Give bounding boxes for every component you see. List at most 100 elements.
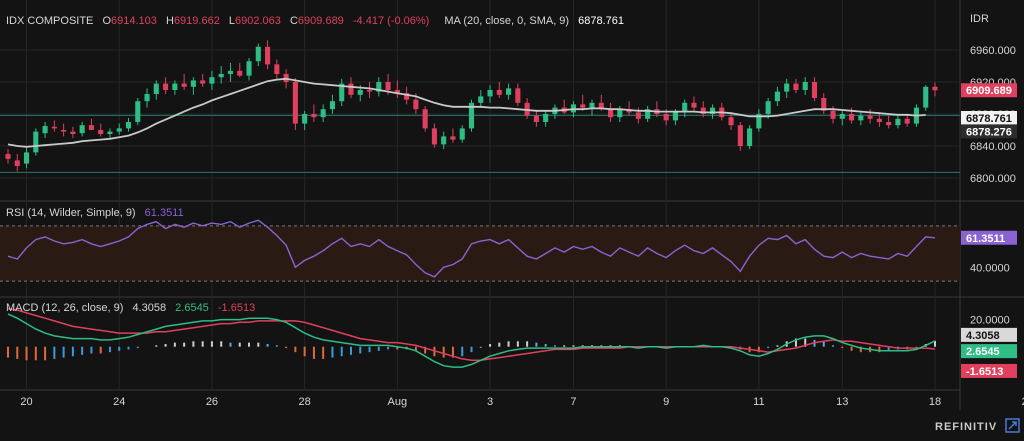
candle bbox=[422, 106, 428, 132]
candle bbox=[441, 131, 447, 150]
x-tick-label: 22 bbox=[1022, 396, 1024, 408]
candle-body bbox=[70, 131, 76, 134]
candle bbox=[394, 80, 400, 98]
candle-body bbox=[608, 109, 614, 118]
candle-body bbox=[172, 83, 178, 90]
macd-line bbox=[7, 313, 936, 368]
macd-legend: MACD (12, 26, close, 9) 4.3058 2.6545 -1… bbox=[6, 302, 255, 314]
candle-body bbox=[107, 131, 113, 134]
candle bbox=[468, 99, 475, 132]
candle-body bbox=[737, 125, 743, 146]
candle-body bbox=[617, 109, 623, 118]
candle-body bbox=[190, 80, 196, 87]
candle bbox=[339, 78, 345, 106]
horizontal-lines bbox=[0, 114, 960, 173]
rsi-value-badge-bg bbox=[961, 230, 1017, 245]
candle bbox=[255, 43, 261, 66]
candle-body bbox=[895, 118, 901, 126]
macd-signal-badge-bg bbox=[961, 363, 1017, 378]
candle-body bbox=[849, 114, 855, 121]
candle-body bbox=[135, 101, 141, 122]
macd-lines-group bbox=[7, 307, 936, 368]
candle bbox=[98, 123, 104, 137]
low-value: 6902.063 bbox=[235, 15, 281, 27]
ma-line-group bbox=[7, 77, 926, 148]
x-tick-label: 9 bbox=[663, 396, 669, 408]
candle-body bbox=[246, 61, 252, 76]
macd-hist-badge-text: 4.3058 bbox=[966, 330, 1000, 342]
change-value: -4.417 (-0.06%) bbox=[353, 15, 429, 27]
candle bbox=[487, 85, 493, 103]
candle bbox=[932, 82, 938, 97]
candle bbox=[923, 85, 929, 111]
open-letter: O bbox=[102, 15, 111, 27]
candle-body bbox=[404, 93, 410, 100]
macd-histogram bbox=[7, 338, 936, 361]
candle-body bbox=[700, 107, 706, 114]
candle-body bbox=[209, 77, 215, 84]
candle-body bbox=[88, 125, 94, 130]
rsi-legend: RSI (14, Wilder, Simple, 9) 61.3511 bbox=[6, 207, 184, 219]
candle-body bbox=[376, 82, 382, 92]
candle bbox=[61, 123, 67, 137]
candle-body bbox=[784, 83, 790, 92]
candle-body bbox=[14, 160, 20, 166]
candle bbox=[747, 125, 753, 150]
candle bbox=[895, 115, 901, 129]
candle-body bbox=[830, 110, 836, 119]
candle-body bbox=[320, 109, 326, 118]
candle bbox=[756, 109, 762, 132]
macd-hist-badge-bg bbox=[961, 327, 1017, 342]
ma-line bbox=[7, 77, 926, 148]
candle-body bbox=[867, 115, 873, 119]
candle bbox=[858, 110, 864, 126]
candle bbox=[515, 83, 521, 106]
candle bbox=[793, 78, 799, 94]
candle bbox=[543, 110, 549, 127]
candle bbox=[329, 94, 335, 114]
candle bbox=[561, 99, 567, 114]
candle-body bbox=[144, 94, 150, 102]
candle bbox=[135, 98, 141, 126]
candle bbox=[496, 82, 502, 98]
candle bbox=[886, 115, 892, 129]
candle-body bbox=[876, 118, 882, 122]
candle bbox=[376, 77, 382, 97]
macd-line-badge-text: 2.6545 bbox=[966, 346, 1000, 358]
candle bbox=[459, 125, 465, 143]
price-tick-label: 6800.000 bbox=[970, 173, 1016, 185]
hline-value-badge-bg bbox=[961, 124, 1017, 139]
candle bbox=[431, 123, 437, 148]
candle bbox=[274, 59, 280, 79]
macd-signal-badge-text: -1.6513 bbox=[966, 366, 1003, 378]
candle bbox=[506, 83, 512, 100]
candle bbox=[153, 80, 159, 100]
rsi-value-badge-text: 61.3511 bbox=[966, 233, 1005, 245]
candle bbox=[311, 104, 317, 122]
candle-body bbox=[450, 136, 456, 140]
candle bbox=[23, 147, 30, 169]
candle bbox=[14, 154, 20, 172]
candle bbox=[163, 77, 169, 94]
macd-tick-label: 20.0000 bbox=[970, 315, 1010, 327]
rsi-value: 61.3511 bbox=[145, 207, 184, 219]
ma-value-badge: 6878.761 bbox=[961, 110, 1017, 125]
candle-body bbox=[765, 101, 771, 114]
candle-body bbox=[227, 70, 234, 74]
candle-body bbox=[682, 102, 688, 113]
rsi-line bbox=[7, 219, 936, 278]
candle-body bbox=[422, 109, 428, 129]
macd-line-value: 2.6545 bbox=[175, 302, 209, 314]
x-tick-label: 3 bbox=[487, 396, 493, 408]
candle bbox=[784, 78, 790, 98]
candle-body bbox=[348, 83, 354, 95]
candle-body bbox=[42, 126, 48, 134]
candle-body bbox=[821, 98, 827, 111]
candle-body bbox=[691, 102, 697, 108]
last-price-badge-bg bbox=[961, 83, 1017, 98]
candle-body bbox=[163, 83, 169, 90]
candle bbox=[366, 82, 373, 98]
